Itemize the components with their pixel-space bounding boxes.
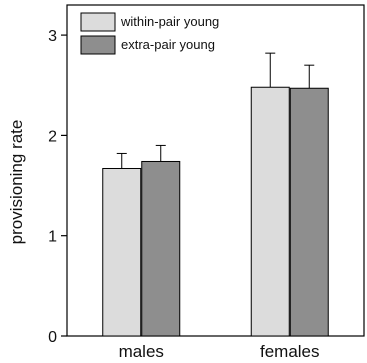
legend-swatch-1 bbox=[80, 35, 116, 55]
bar-males-1 bbox=[141, 160, 181, 337]
category-label-males: males bbox=[119, 342, 164, 361]
y-tick-label-1: 1 bbox=[48, 229, 57, 246]
bar-females-1 bbox=[289, 87, 329, 337]
bars-group bbox=[102, 52, 329, 337]
y-tick-label-2: 2 bbox=[48, 128, 57, 145]
legend-swatch-0 bbox=[80, 12, 116, 32]
y-tick-label-3: 3 bbox=[48, 28, 57, 45]
legend-label-1: extra-pair young bbox=[121, 37, 215, 52]
y-axis-label: provisioning rate bbox=[7, 120, 26, 245]
y-tick-label-0: 0 bbox=[48, 329, 57, 346]
category-label-females: females bbox=[260, 342, 320, 361]
bar-females-0 bbox=[250, 86, 290, 337]
legend-label-0: within-pair young bbox=[120, 14, 219, 29]
x-axis-categories: males females bbox=[119, 342, 320, 361]
legend: within-pair young extra-pair young bbox=[80, 12, 219, 55]
y-axis: 0 1 2 3 bbox=[48, 28, 67, 346]
bar-males-0 bbox=[102, 167, 142, 337]
plot-frame bbox=[66, 4, 365, 337]
